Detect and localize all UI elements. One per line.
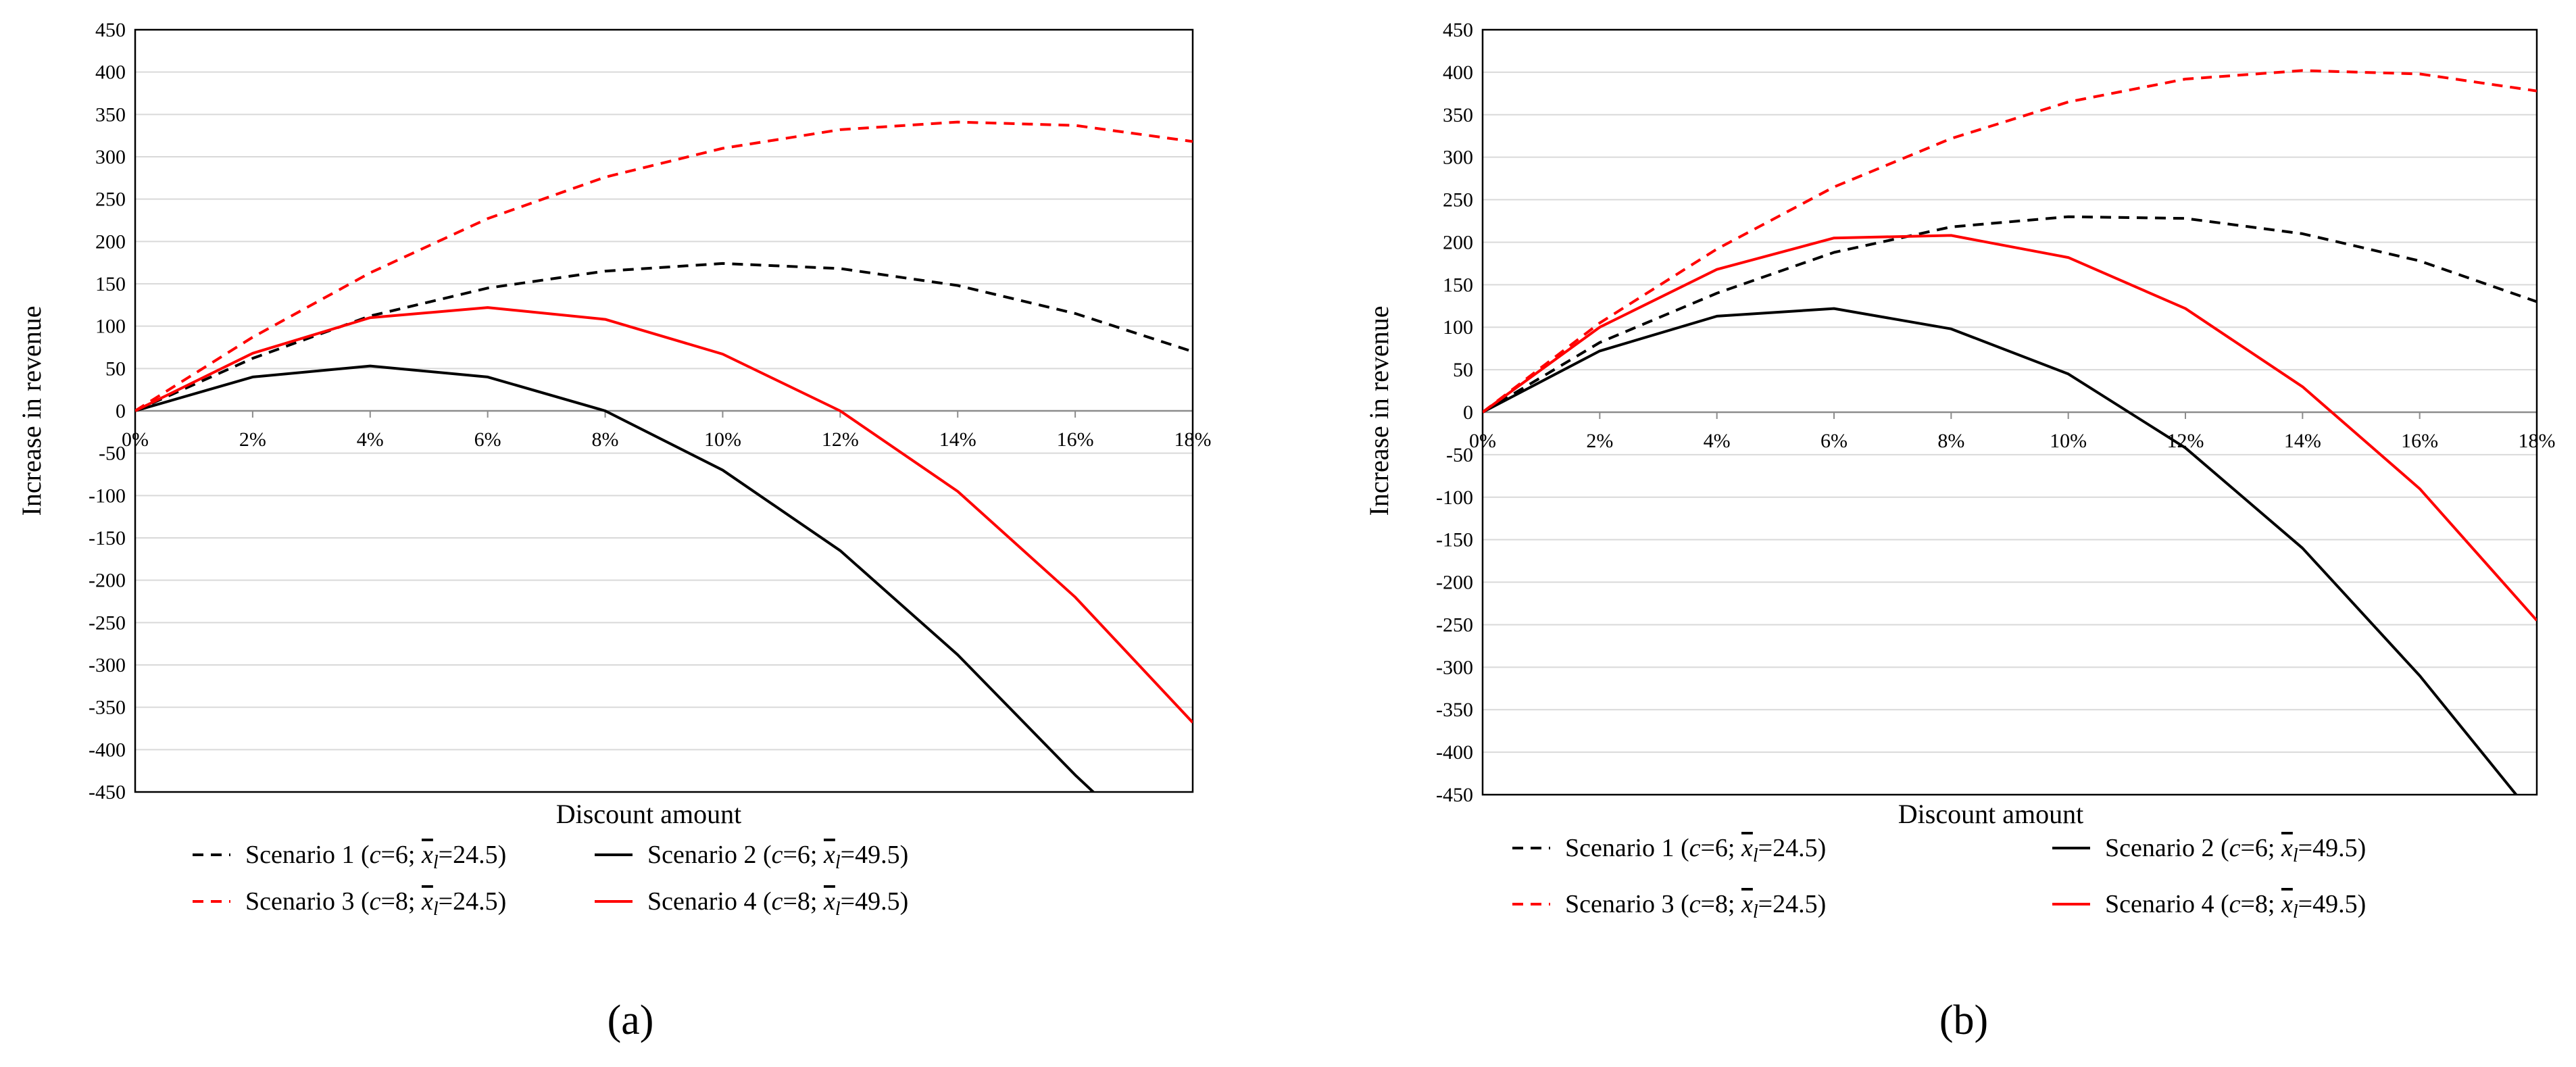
y-tick-label: 250 [95, 189, 126, 211]
y-tick-label: 0 [116, 400, 126, 422]
y-tick-label: -450 [1436, 784, 1473, 806]
y-tick-label: -150 [89, 527, 126, 549]
series-line-scenario-1 [135, 262, 1193, 412]
y-tick-label: 50 [105, 357, 126, 380]
legend-entry: Scenario 3 (c=8; xl=24.5) [1565, 890, 1826, 922]
x-tick-label: 6% [1820, 430, 1848, 452]
series-line-scenario-4 [135, 306, 1193, 724]
y-tick-label: -450 [89, 781, 126, 803]
y-tick-label: 350 [1443, 104, 1473, 126]
y-tick-label: 300 [1443, 147, 1473, 169]
y-tick-label: 200 [95, 230, 126, 253]
x-tick-label: 6% [474, 428, 501, 451]
y-tick-label: 150 [1443, 274, 1473, 296]
y-tick-label: 200 [1443, 231, 1473, 253]
y-tick-label: -100 [89, 485, 126, 507]
y-axis-label: Increase in revenue [16, 306, 47, 516]
x-tick-label: 8% [592, 428, 619, 451]
chart-panel-a: 450 400 350 300 250 200 150 100 50 0 -50 -100 -150 -2… [16, 19, 1212, 1043]
y-tick-label: -300 [89, 654, 126, 676]
y-tick-label: 450 [95, 19, 126, 41]
x-tick-label: 16% [1057, 428, 1094, 451]
series-line-scenario-1 [1483, 215, 2537, 414]
x-tick-label: 4% [1704, 430, 1731, 452]
caption-b: (b) [1939, 997, 1988, 1043]
legend: Scenario 1 (c=6; xl=24.5) Scenario 2 (c=6… [1512, 834, 2366, 922]
legend-entry: Scenario 4 (c=8; xl=49.5) [647, 887, 908, 920]
series-line-scenario-4 [1483, 234, 2537, 622]
y-tick-label: 100 [95, 316, 126, 338]
y-tick-label: 400 [1443, 61, 1473, 84]
y-tick-label: -400 [89, 739, 126, 761]
y-tick-label: 0 [1463, 401, 1473, 424]
x-tick-label: 16% [2401, 430, 2438, 452]
plot-group: 450 400 350 300 250 200 150 100 50 0 -50 -100 -150 -2… [1364, 19, 2556, 922]
x-tick-label: 4% [357, 428, 384, 451]
legend: Scenario 1 (c=6; xl=24.5) Scenario 2 (c=6… [193, 841, 908, 920]
plot-group: 450 400 350 300 250 200 150 100 50 0 -50 -100 -150 -2… [16, 19, 1212, 920]
y-tick-label: -350 [1436, 699, 1473, 721]
x-tick-label: 12% [822, 428, 859, 451]
y-tick-label: 400 [95, 61, 126, 84]
x-axis-label: Discount amount [556, 799, 741, 829]
y-tick-label: -300 [1436, 656, 1473, 678]
legend-entry: Scenario 3 (c=8; xl=24.5) [245, 887, 506, 920]
y-tick-label: -350 [89, 697, 126, 719]
x-tick-label: 8% [1937, 430, 1964, 452]
legend-entry: Scenario 1 (c=6; xl=24.5) [1565, 834, 1826, 866]
x-tick-label: 14% [2284, 430, 2321, 452]
y-tick-label: 450 [1443, 19, 1473, 41]
y-tick-label: -50 [99, 443, 126, 465]
y-tick-label: -250 [1436, 614, 1473, 636]
legend-entry: Scenario 2 (c=6; xl=49.5) [2105, 834, 2366, 866]
x-axis-label: Discount amount [1898, 799, 2083, 829]
x-tick-label: 10% [2050, 430, 2087, 452]
x-tick-label: 2% [1586, 430, 1613, 452]
series-line-scenario-2 [1483, 307, 2519, 795]
legend-entry: Scenario 2 (c=6; xl=49.5) [647, 841, 908, 873]
chart-panel-b: 450 400 350 300 250 200 150 100 50 0 -50 -100 -150 -2… [1364, 19, 2556, 1043]
y-tick-label: -200 [89, 570, 126, 592]
y-axis-label: Increase in revenue [1364, 306, 1394, 516]
y-tick-label: -100 [1436, 487, 1473, 509]
x-tick-label: 10% [704, 428, 741, 451]
y-tick-label: 300 [95, 146, 126, 168]
x-tick-label: 2% [239, 428, 266, 451]
series-line-scenario-2 [135, 364, 1095, 792]
x-tick-label: 14% [939, 428, 976, 451]
y-tick-label: -200 [1436, 572, 1473, 594]
y-tick-label: 350 [95, 103, 126, 126]
series-line-scenario-3 [1483, 69, 2537, 414]
y-tick-label: 50 [1453, 359, 1473, 381]
series-line-scenario-3 [135, 120, 1193, 412]
y-tick-label: -150 [1436, 529, 1473, 551]
y-tick-label: 150 [95, 273, 126, 295]
y-tick-label: 250 [1443, 189, 1473, 212]
caption-a: (a) [608, 997, 654, 1043]
y-tick-label: 100 [1443, 316, 1473, 339]
y-tick-label: -400 [1436, 741, 1473, 764]
y-tick-label: -50 [1446, 444, 1473, 466]
y-tick-label: -250 [89, 612, 126, 634]
legend-entry: Scenario 1 (c=6; xl=24.5) [245, 841, 506, 873]
legend-entry: Scenario 4 (c=8; xl=49.5) [2105, 890, 2366, 922]
